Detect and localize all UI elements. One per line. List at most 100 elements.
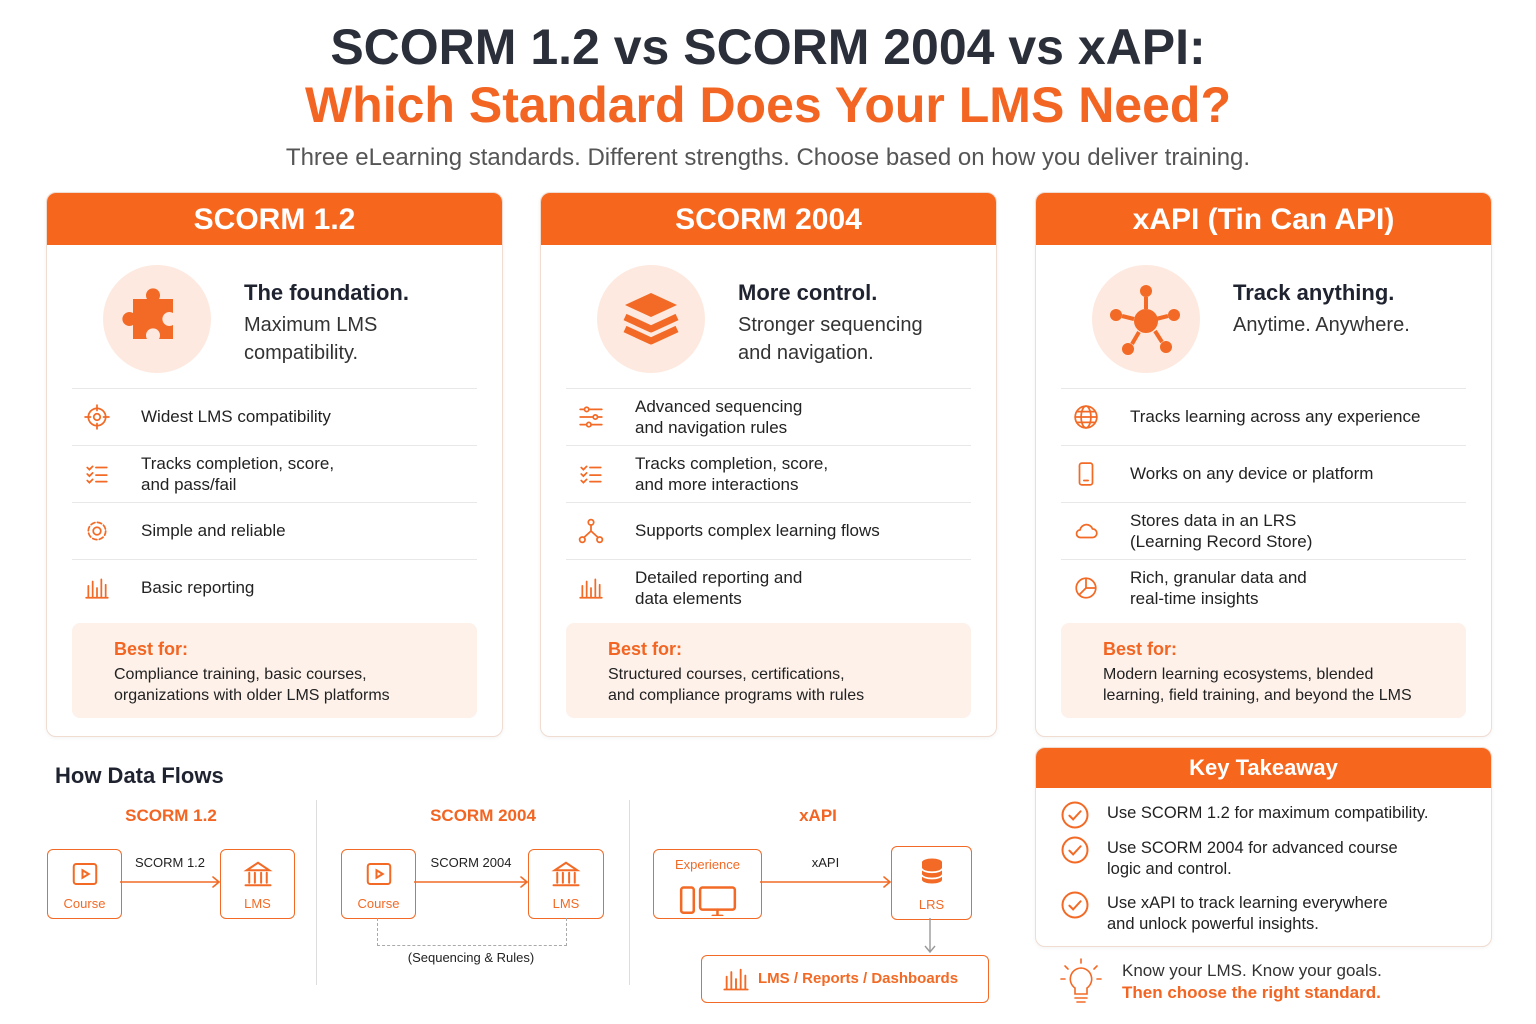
icon-part	[1068, 810, 1082, 821]
card-description: Anytime. Anywhere.	[1233, 314, 1410, 336]
icon-part	[623, 313, 679, 345]
flow-arrow	[414, 876, 528, 888]
icon-part	[920, 868, 943, 880]
flow-icon	[551, 861, 581, 887]
takeaway-item: Use SCORM 1.2 for maximum compatibility.	[1107, 804, 1429, 822]
feature-icon	[1078, 462, 1094, 486]
flow-box: LMS	[528, 849, 604, 919]
icon-part	[723, 968, 749, 991]
icon-part	[583, 406, 590, 413]
output-icon	[723, 968, 749, 991]
flow-box: Course	[47, 849, 122, 919]
feature-icon	[87, 521, 107, 541]
icon-part	[760, 876, 891, 888]
flow-note: (Sequencing & Rules)	[407, 950, 535, 965]
feature-icon	[1074, 405, 1098, 429]
arrow-label: SCORM 1.2	[134, 855, 206, 870]
icon-part	[1122, 343, 1134, 355]
feature-text: Tracks learning across any experience	[1130, 407, 1421, 426]
flow-title: SCORM 1.2	[125, 806, 217, 825]
arrow-label: xAPI	[811, 855, 840, 870]
takeaway-item: Use xAPI to track learning everywhere an…	[1107, 894, 1388, 933]
best-for-label: Best for:	[608, 639, 683, 659]
standard-card: SCORM 2004 More control. Stronger sequenci…	[540, 192, 997, 737]
icon-part	[551, 861, 581, 887]
icon-part	[85, 578, 109, 599]
flow-icon	[72, 863, 97, 885]
card-tagline: The foundation.	[244, 280, 409, 305]
icon-part	[84, 404, 110, 430]
icon-part	[596, 536, 604, 544]
flow-label: Course	[357, 896, 400, 911]
card-description: Stronger sequencing and navigation.	[738, 314, 923, 364]
subtitle: Three eLearning standards. Different str…	[285, 144, 1251, 171]
card-header: SCORM 2004	[541, 193, 996, 245]
icon-part	[81, 868, 91, 880]
standard-card: SCORM 1.2 The foundation. Maximum LMS comp…	[46, 192, 503, 737]
title-highlight: Which Standard Does Your LMS Need?	[304, 77, 1232, 133]
divider	[72, 502, 477, 503]
card-icon	[623, 293, 679, 345]
icon-part	[1134, 309, 1158, 333]
footer-emphasis: Then choose the right standard.	[1122, 983, 1381, 1002]
icon-part	[1061, 891, 1089, 919]
icon-part	[92, 412, 102, 422]
feature-text: Stores data in an LRS (Learning Record S…	[1130, 510, 1313, 551]
icon-part	[924, 918, 936, 954]
flow-box: Experience	[653, 849, 762, 919]
icon-part	[578, 536, 586, 544]
feature-text: Rich, granular data and real-time insigh…	[1130, 567, 1307, 608]
icon-part	[698, 886, 736, 911]
feature-icon	[85, 578, 109, 599]
card-header: SCORM 1.2	[47, 193, 502, 245]
flow-icon	[679, 886, 736, 916]
feature-text: Advanced sequencing and navigation rules	[635, 396, 803, 437]
divider	[1061, 559, 1466, 560]
standard-card: xAPI (Tin Can API) Track anything. Anytime…	[1035, 192, 1492, 737]
flow-box: Course	[341, 849, 416, 919]
icon-part	[1074, 410, 1098, 424]
icon-part	[1140, 285, 1152, 297]
icon-part	[414, 876, 528, 888]
title: SCORM 1.2 vs SCORM 2004 vs xAPI:	[330, 19, 1206, 75]
flow-title: SCORM 2004	[430, 806, 536, 825]
icon-part	[1110, 309, 1122, 321]
icon-part	[710, 908, 723, 916]
icon-part	[122, 288, 173, 339]
icon-part	[580, 465, 602, 484]
icon-part	[1068, 845, 1082, 856]
footer-line: Know your LMS. Know your goals.	[1122, 961, 1382, 980]
dashed-connector	[377, 918, 567, 946]
icon-part	[1060, 958, 1102, 1003]
divider	[566, 559, 971, 560]
feature-text: Simple and reliable	[141, 521, 286, 540]
feature-text: Detailed reporting and data elements	[635, 567, 803, 608]
card-tagline: More control.	[738, 280, 878, 305]
divider	[1061, 388, 1466, 389]
divider	[72, 559, 477, 560]
icon-part	[1075, 523, 1098, 539]
icon-part	[1160, 341, 1172, 353]
icon-part	[679, 886, 695, 915]
icon-part	[366, 863, 391, 885]
divider	[72, 445, 477, 446]
card-description: Maximum LMS compatibility.	[244, 314, 378, 364]
takeaway-card: Key Takeaway Use SCORM 1.2 for maximum co…	[1035, 747, 1492, 947]
section-title: How Data Flows	[55, 763, 224, 788]
flow-icon	[242, 861, 273, 887]
separator	[629, 800, 630, 985]
feature-icon	[579, 578, 603, 599]
flow-icon	[920, 858, 943, 884]
card-icon	[122, 288, 173, 339]
takeaway-header: Key Takeaway	[1036, 748, 1491, 788]
check-icon	[1061, 891, 1089, 919]
flow-icon	[366, 863, 391, 885]
feature-text: Works on any device or platform	[1130, 464, 1374, 483]
icon-part	[625, 293, 677, 317]
arrow-label: SCORM 2004	[430, 855, 512, 870]
best-for-box: Best for: Structured courses, certificati…	[566, 623, 971, 718]
flow-box: LRS	[891, 846, 972, 920]
separator	[316, 800, 317, 985]
best-for-box: Best for: Modern learning ecosystems, ble…	[1061, 623, 1466, 718]
